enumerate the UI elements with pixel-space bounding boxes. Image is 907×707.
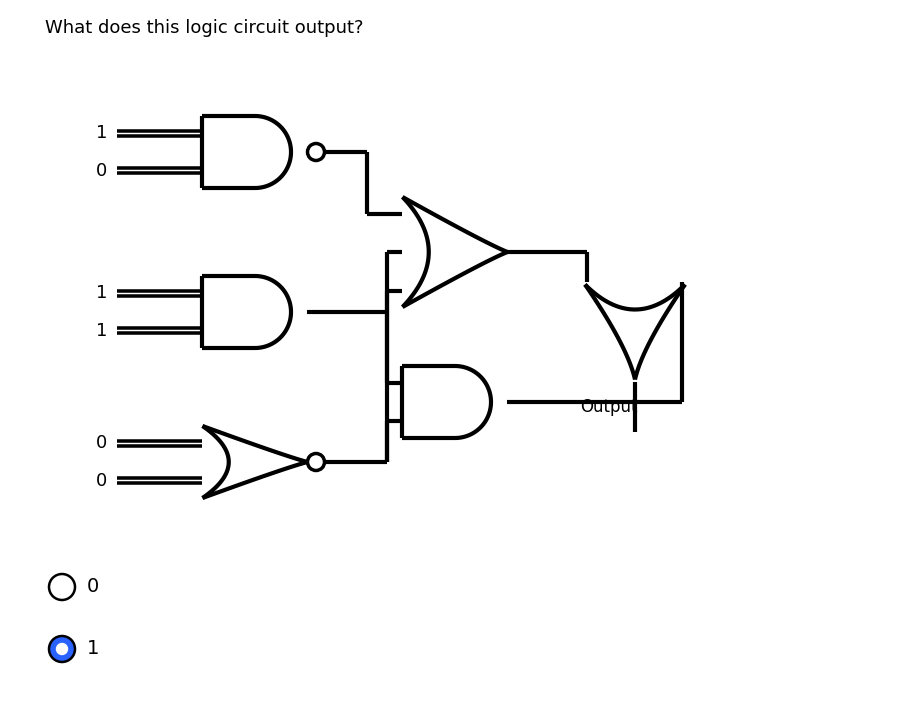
Text: 1: 1 xyxy=(96,124,108,142)
Circle shape xyxy=(49,636,75,662)
Text: 0: 0 xyxy=(96,472,108,490)
Text: 0: 0 xyxy=(96,162,108,180)
Text: 1: 1 xyxy=(96,322,108,340)
Circle shape xyxy=(307,453,325,470)
Text: Output: Output xyxy=(580,398,638,416)
Text: 1: 1 xyxy=(87,640,100,658)
Text: 0: 0 xyxy=(87,578,99,597)
Text: What does this logic circuit output?: What does this logic circuit output? xyxy=(45,19,364,37)
Text: 0: 0 xyxy=(96,434,108,452)
Circle shape xyxy=(56,643,67,655)
Circle shape xyxy=(307,144,325,160)
Text: 1: 1 xyxy=(96,284,108,303)
